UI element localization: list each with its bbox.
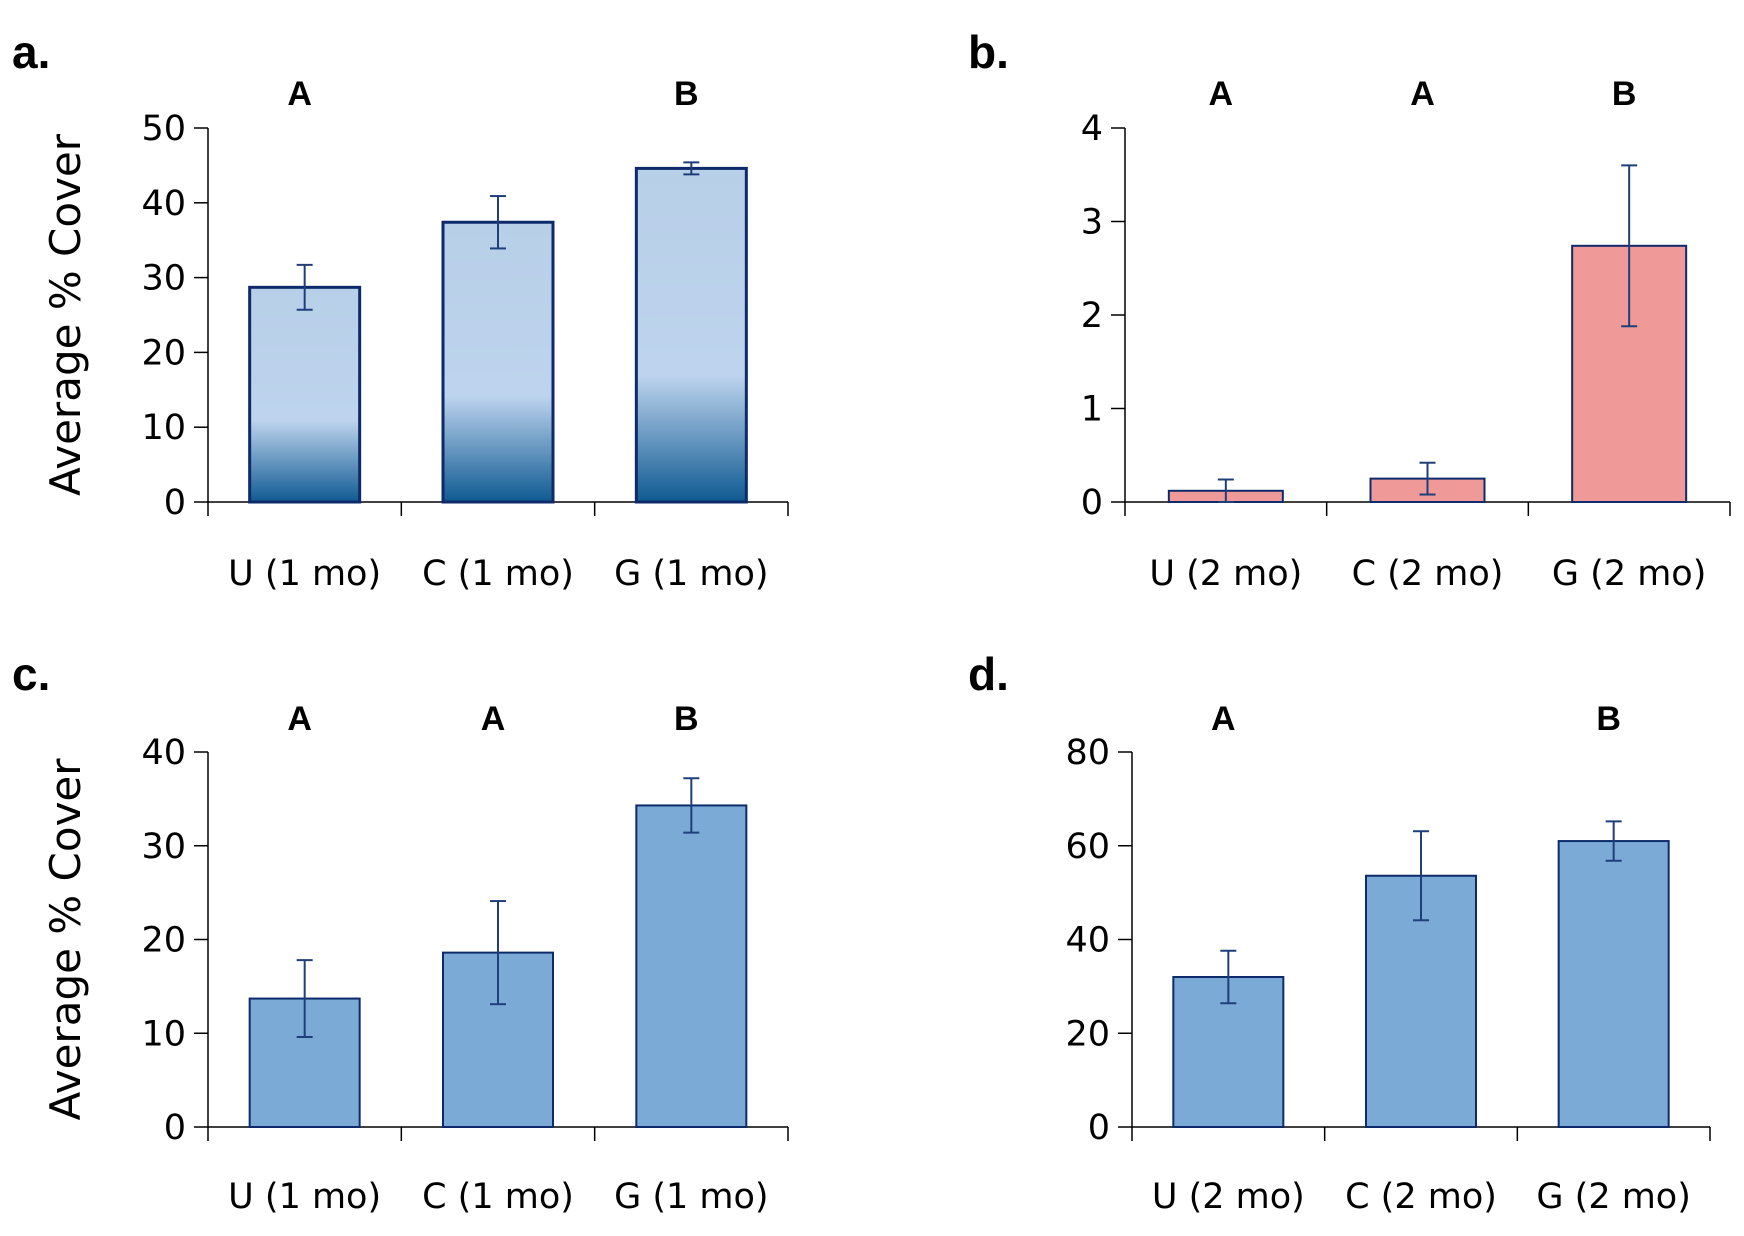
y-tick-label-b: 0 [1081, 483, 1103, 523]
category-label-b-0: U (2 mo) [1149, 554, 1302, 594]
significance-letter-d-2: B [1596, 700, 1621, 738]
y-tick-label-a: 0 [164, 483, 186, 523]
significance-letter-c-2: B [674, 700, 699, 738]
category-label-c-0: U (1 mo) [228, 1177, 381, 1217]
y-tick-label-d: 80 [1065, 733, 1110, 773]
category-label-b-1: C (2 mo) [1352, 554, 1504, 594]
y-tick-label-b: 1 [1081, 390, 1103, 430]
bar-d-2 [1557, 840, 1670, 1128]
panel-label-d: d. [968, 648, 1009, 700]
significance-letter-d-0: A [1211, 700, 1236, 738]
y-tick-label-b: 3 [1081, 203, 1103, 243]
bar-c-2 [635, 804, 748, 1128]
y-tick-label-a: 20 [141, 333, 186, 373]
y-axis-label-a: Average % Cover [41, 133, 90, 496]
significance-letter-a-2: B [674, 75, 699, 113]
y-tick-label-a: 10 [141, 408, 186, 448]
y-tick-label-d: 0 [1088, 1108, 1110, 1148]
y-tick-label-c: 20 [141, 921, 186, 961]
panel-label-a: a. [12, 26, 50, 78]
y-tick-label-a: 30 [141, 259, 186, 299]
y-tick-label-c: 30 [141, 827, 186, 867]
category-label-d-2: G (2 mo) [1536, 1177, 1690, 1217]
y-axis-label-c: Average % Cover [41, 758, 90, 1121]
category-label-c-2: G (1 mo) [614, 1177, 768, 1217]
significance-letter-b-2: B [1612, 75, 1637, 113]
y-tick-label-b: 4 [1081, 109, 1103, 149]
category-label-a-2: G (1 mo) [614, 554, 768, 594]
y-tick-label-d: 60 [1065, 827, 1110, 867]
significance-letter-b-0: A [1209, 75, 1234, 113]
y-tick-label-c: 0 [164, 1108, 186, 1148]
category-label-a-0: U (1 mo) [228, 554, 381, 594]
y-tick-label-a: 40 [141, 184, 186, 224]
category-label-a-1: C (1 mo) [422, 554, 574, 594]
bar-a-0 [248, 285, 362, 504]
y-tick-label-d: 40 [1065, 921, 1110, 961]
category-label-b-2: G (2 mo) [1552, 554, 1706, 594]
significance-letter-b-1: A [1410, 75, 1435, 113]
y-tick-label-c: 40 [141, 733, 186, 773]
bar-a-2 [634, 166, 748, 504]
significance-letter-c-0: A [287, 700, 312, 738]
category-label-c-1: C (1 mo) [422, 1177, 574, 1217]
y-tick-label-a: 50 [141, 109, 186, 149]
category-label-d-1: C (2 mo) [1345, 1177, 1497, 1217]
chart-panel-d: d. 0 20 40 60 80 U (2 mo) A C (2 mo) G (2 mo) B [968, 648, 1711, 1217]
significance-letter-c-1: A [481, 700, 506, 738]
category-label-d-0: U (2 mo) [1152, 1177, 1305, 1217]
panel-label-c: c. [12, 648, 50, 700]
panel-label-b: b. [968, 26, 1009, 78]
y-tick-label-d: 20 [1065, 1014, 1110, 1054]
significance-letter-a-0: A [287, 75, 312, 113]
bar-a-1 [441, 220, 555, 504]
chart-panel-b: b. 0 1 2 3 4 U (2 mo) A C (2 mo) A G (2 mo) B [968, 26, 1731, 594]
chart-panel-a: a. 0 10 20 30 40 50 U (1 mo) A C (1 mo) G (1 mo) B A… [12, 26, 789, 594]
y-tick-label-b: 2 [1081, 296, 1103, 336]
y-tick-label-c: 10 [141, 1014, 186, 1054]
chart-panel-c: c. 0 10 20 30 40 U (1 mo) A C (1 mo) A G (1 mo) B Av… [12, 648, 789, 1217]
